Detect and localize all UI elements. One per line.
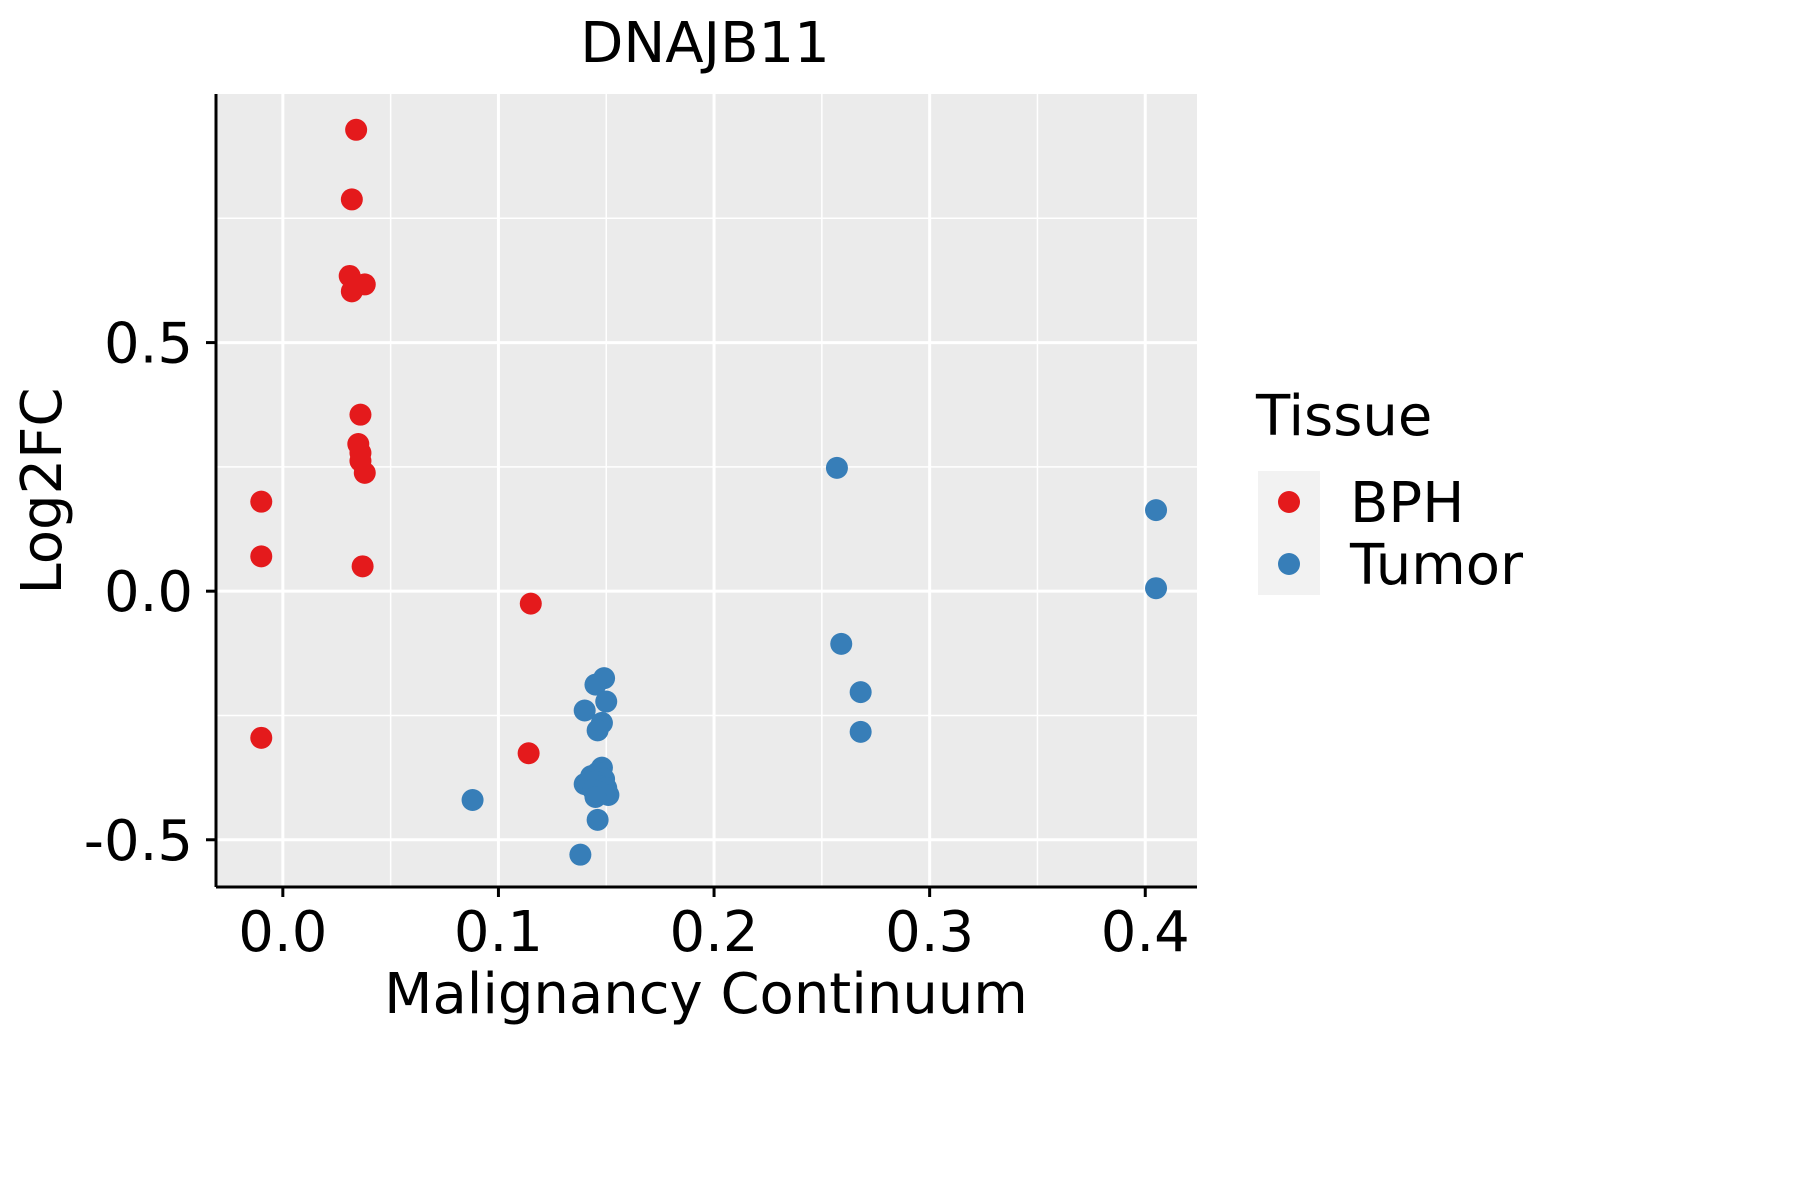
grid-minor-lines [216,94,1197,887]
point-tumor [586,719,609,742]
point-tumor [830,632,853,655]
point-tumor [849,681,872,704]
point-tumor [825,456,848,479]
x-axis-ticks: 0.0 0.1 0.2 0.3 0.4 [238,887,1190,965]
plot-panel [216,94,1197,887]
point-bph [353,461,376,484]
y-tick-label: 0.0 [104,560,193,625]
legend-key-bph [1278,491,1300,513]
point-tumor [569,843,592,866]
point-bph [250,726,273,749]
point-tumor [1145,499,1168,522]
legend: Tissue BPH Tumor [1255,384,1524,598]
x-tick-label: 0.0 [238,900,327,965]
point-tumor [595,690,618,713]
x-tick-label: 0.4 [1101,900,1190,965]
point-bph [250,545,273,568]
x-axis-label: Malignancy Continuum [384,962,1028,1027]
point-tumor [1145,577,1168,600]
point-bph [250,490,273,513]
y-axis-label: Log2FC [10,388,75,595]
grid-major-lines [216,94,1197,887]
legend-label-bph: BPH [1350,471,1464,536]
y-tick-label: -0.5 [84,809,193,874]
point-tumor [586,808,609,831]
y-tick-label: 0.5 [104,312,193,377]
chart-title: DNAJB11 [580,11,830,76]
data-points [250,118,1168,866]
point-bph [349,403,372,426]
x-tick-label: 0.2 [670,900,759,965]
series-tumor [461,456,1168,866]
point-tumor [849,720,872,743]
y-axis-ticks: -0.5 0.0 0.5 [84,312,216,874]
point-tumor [584,673,607,696]
legend-key-background [1258,471,1320,595]
x-tick-label: 0.3 [885,900,974,965]
point-bph [517,742,540,765]
point-bph [340,280,363,303]
legend-label-tumor: Tumor [1349,533,1524,598]
point-tumor [584,786,607,809]
point-bph [340,188,363,211]
point-tumor [461,788,484,811]
x-tick-label: 0.1 [454,900,543,965]
legend-title: Tissue [1255,384,1432,449]
point-bph [519,592,542,615]
series-bph [250,118,542,765]
legend-key-tumor [1278,553,1300,575]
point-bph [345,118,368,141]
point-bph [351,555,374,578]
point-tumor [573,699,596,722]
